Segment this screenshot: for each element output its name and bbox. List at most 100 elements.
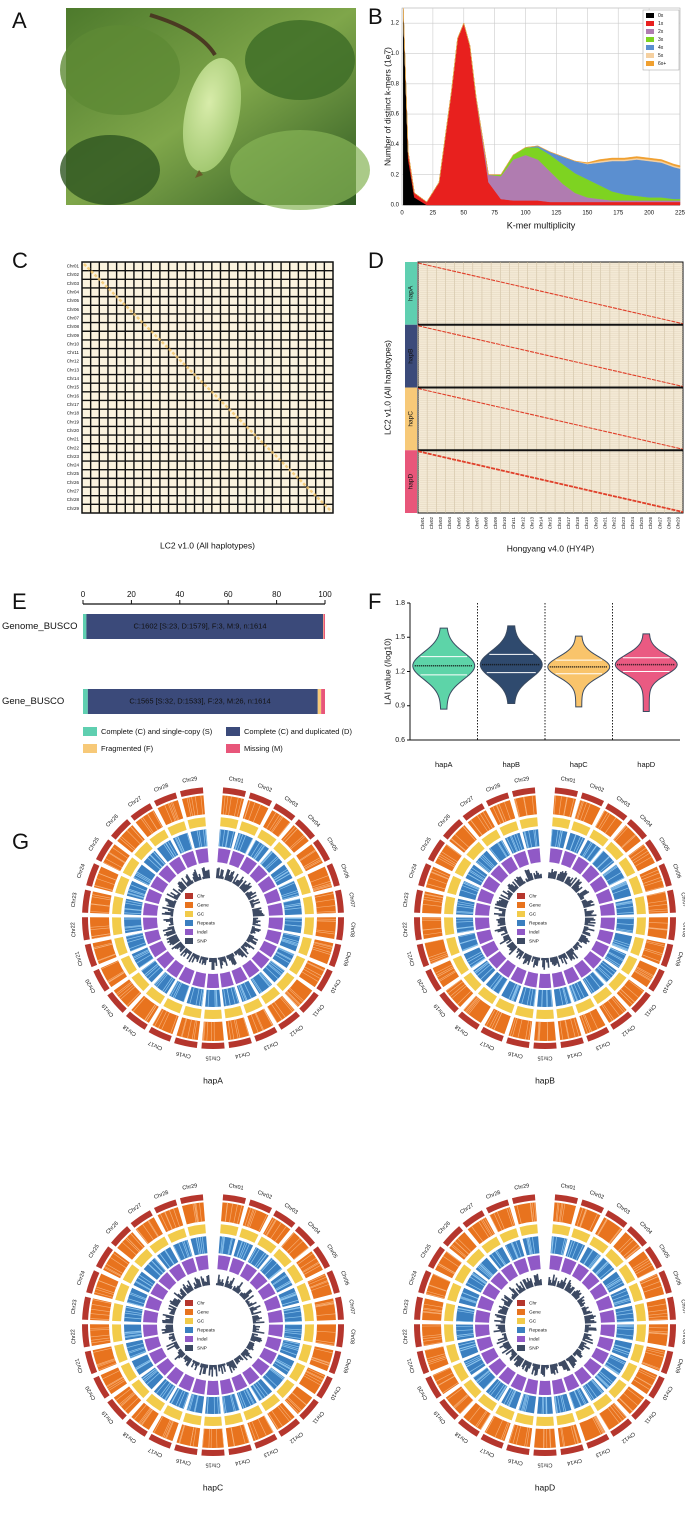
density-stripe [648,922,668,924]
photo [60,8,370,210]
chromosome-label: Chr22 [402,922,409,937]
density-stripe [464,996,478,1012]
density-stripe [193,1395,199,1413]
ring-sector [490,865,509,883]
chromosome-label: Chr14 [234,1457,250,1466]
y-tick-label: 1.2 [395,668,405,675]
density-stripe [634,1262,651,1273]
density-stripe [110,1257,127,1269]
ring-sector [660,943,674,968]
ring-sector [500,1263,519,1282]
density-stripe [438,1263,456,1274]
ring-sector [498,959,516,978]
x-tick-label: hapD [637,760,656,769]
ring-sector [481,1347,499,1365]
ring-sector [501,980,522,1003]
chromosome-label: Chr17 [67,402,80,407]
density-stripe [611,997,624,1013]
density-stripe [515,798,521,818]
density-stripe [456,1329,474,1332]
density-stripe [469,1362,485,1373]
density-stripe [597,1218,608,1236]
ring-sector [112,1324,123,1343]
density-stripe [555,1202,559,1222]
density-stripe [133,950,149,959]
ring-sector [498,1366,516,1385]
ring-sector [626,1226,648,1247]
ring-sector [442,1226,464,1247]
density-stripe [513,834,521,851]
legend-label: Chr [529,894,537,900]
ring-sector [117,825,145,853]
density-stripe [236,1240,243,1258]
chromosome-label: Chr20 [85,1385,98,1401]
density-stripe [648,1315,668,1318]
ring-sector [298,936,312,956]
chromosome-label: Chr22 [67,445,80,450]
ring-sector [254,1433,278,1449]
ring-sector [179,1194,204,1205]
ring-sector [668,1324,676,1348]
density-stripe [521,1394,527,1411]
ring-sector [594,960,617,983]
density-stripe [423,899,443,903]
density-stripe [599,860,614,872]
ring-sector [444,1303,456,1322]
density-stripe [306,1370,324,1380]
x-tick-label: 25 [430,211,437,217]
ring-sector [176,1424,201,1448]
ring-sector [462,803,485,821]
density-stripe [459,1343,476,1350]
chromosome-label: Chr28 [485,783,501,794]
y-tick-label: 1.5 [395,634,405,641]
density-stripe [570,985,578,1002]
chromosome-label: Chr15 [67,385,80,390]
density-stripe [222,1236,226,1254]
ring-sector [414,1324,422,1348]
ring-sector [283,898,302,916]
chromosome-label: Chr19 [584,517,589,530]
ring-sector [608,1379,627,1399]
density-stripe [135,872,151,883]
ring-sector [608,972,627,992]
density-stripe [614,1344,631,1351]
density-stripe [496,1250,507,1265]
density-stripe [463,882,479,891]
chromosome-label: Chr24 [630,517,635,530]
density-stripe [475,1410,487,1427]
density-stripe [601,1004,613,1022]
ring-sector [667,889,676,913]
density-stripe [268,1268,282,1280]
chromosome-label: Chr24 [408,863,419,879]
density-stripe [596,856,610,869]
ring-sector [307,866,333,892]
ring-sector [499,1228,519,1243]
legend-label: Fragmented (F) [101,744,154,753]
density-stripe [475,1370,490,1382]
density-stripe [565,986,572,1004]
density-stripe [104,1266,122,1276]
ring-sector [92,939,117,965]
violin-body [614,633,678,712]
density-stripe [643,1285,662,1293]
density-stripe [648,927,668,930]
density-stripe [314,941,333,947]
density-stripe [612,943,629,951]
density-stripe [490,1381,502,1396]
ring-sector [125,1339,147,1359]
density-stripe [591,1379,604,1393]
chromosome-label: Chr14 [566,1050,582,1059]
density-stripe [311,1358,330,1366]
density-stripe [312,880,331,888]
chromosome-label: Chr21 [74,951,84,967]
ring-sector [257,876,276,893]
density-stripe [252,977,263,993]
ring-sector [605,1248,624,1268]
legend-label: Missing (M) [244,744,283,753]
density-stripe [144,963,158,976]
ring-sector [178,966,195,985]
ring-sector [557,1017,582,1041]
density-stripe [128,890,145,896]
ring-sector [110,819,132,840]
density-stripe [106,1377,124,1388]
